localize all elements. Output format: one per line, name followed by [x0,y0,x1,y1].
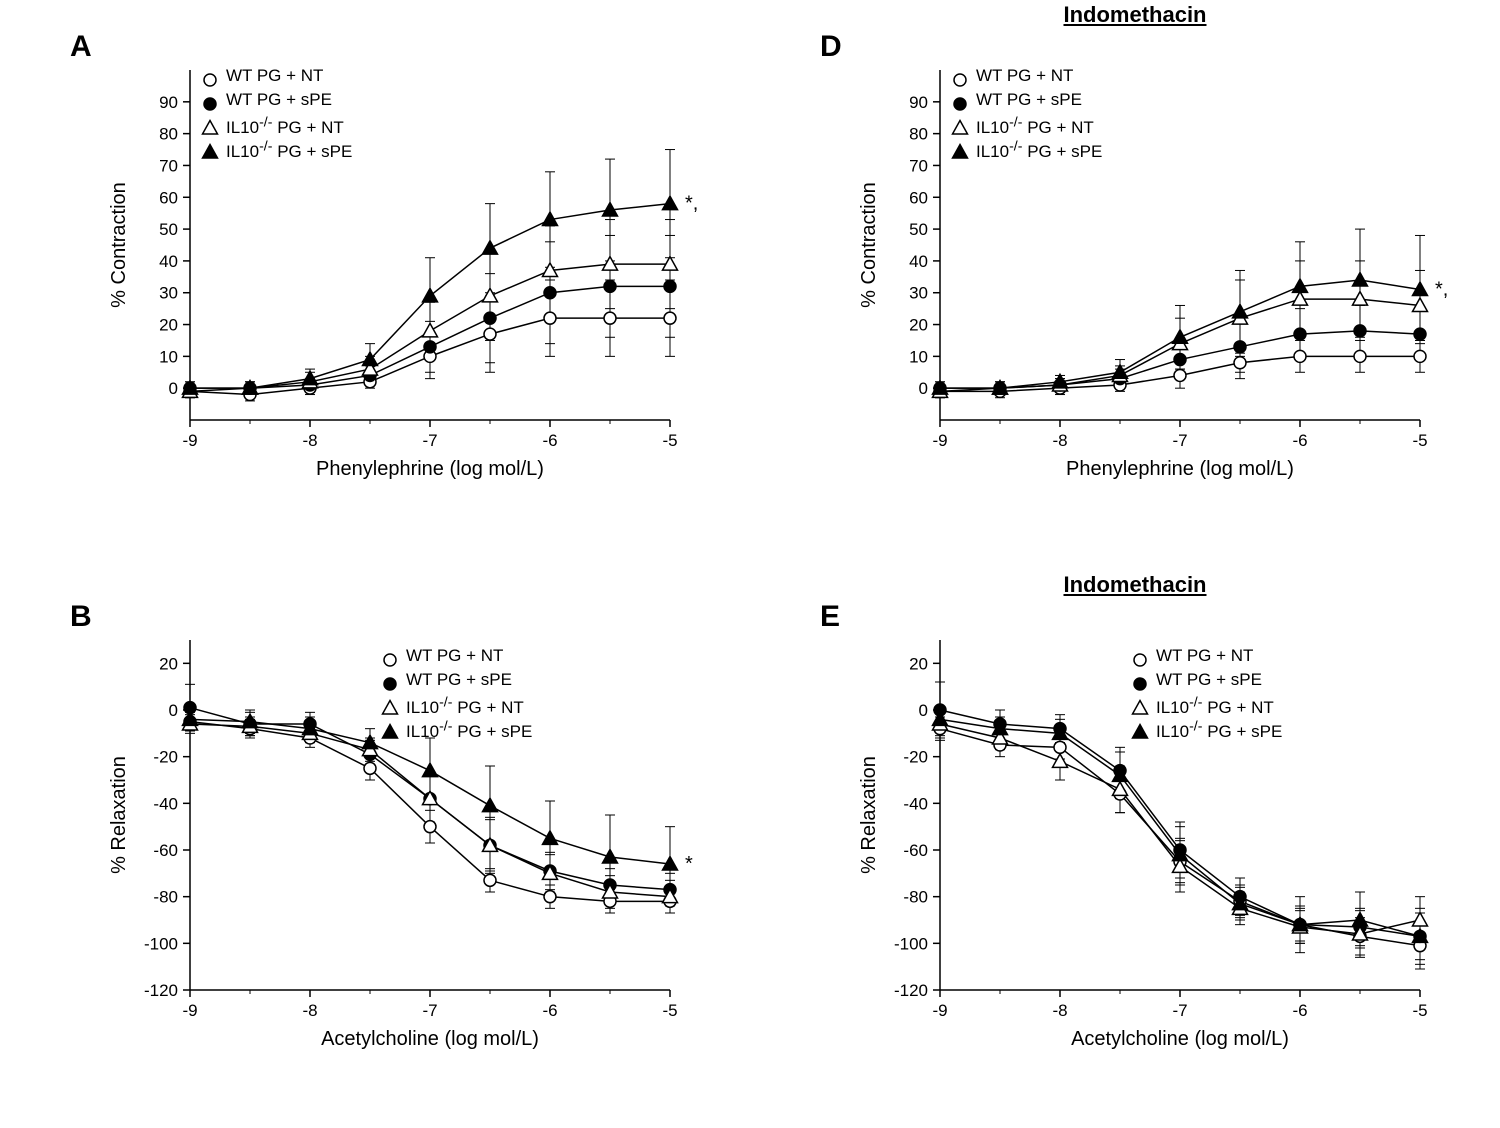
chart-A: 0 10 20 30 40 50 60 70 80 90 -9 -8 -7 -6 -5 Phenylephri… [70,30,700,500]
panel-letter-E: E [820,600,840,634]
legend-label-s1-B: WT PG + NT [406,646,503,665]
legend-label-s4-B: IL10-/- PG + sPE [406,722,532,741]
svg-text:-6: -6 [542,1001,557,1020]
panel-B: B -120 -100 -80 -60 -40 -20 0 20 -9 -8 -7 -6 -5 Acetyl… [70,600,700,1070]
svg-text:-9: -9 [182,431,197,450]
svg-text:-7: -7 [422,1001,437,1020]
svg-text:-80: -80 [903,888,928,907]
panel-D: DIndomethacin0102030405060708090-9-8-7-6… [820,30,1450,500]
xlabel-E: Acetylcholine (log mol/L) [1071,1028,1289,1050]
legend-label-s3-A: IL10-/- PG + NT [226,118,344,137]
xlabel-D: Phenylephrine (log mol/L) [1066,458,1294,480]
chart-D: 0 10 20 30 40 50 60 70 80 90 -9 -8 -7 -6 -5 Phenylephri… [820,30,1450,500]
svg-text:-40: -40 [153,794,178,813]
panel-title-D: Indomethacin [820,2,1450,28]
annotation-B: * [685,853,693,875]
svg-text:-100: -100 [894,934,928,953]
svg-text:90: 90 [909,93,928,112]
legend-label-s2-B: WT PG + sPE [406,670,512,689]
svg-text:-8: -8 [1052,431,1067,450]
panel-letter-B: B [70,600,92,634]
svg-text:-20: -20 [153,748,178,767]
legend-label-s4-A: IL10-/- PG + sPE [226,142,352,161]
svg-text:-5: -5 [1412,1001,1427,1020]
svg-text:-60: -60 [153,841,178,860]
ylabel-E: % Relaxation [858,756,880,874]
svg-text:-5: -5 [662,1001,677,1020]
svg-text:-8: -8 [302,1001,317,1020]
chart-B: -120 -100 -80 -60 -40 -20 0 20 -9 -8 -7 -6 -5 Acetylc… [70,600,700,1070]
svg-text:20: 20 [909,316,928,335]
svg-text:-6: -6 [542,431,557,450]
svg-text:30: 30 [909,284,928,303]
svg-text:70: 70 [159,156,178,175]
svg-text:-9: -9 [932,431,947,450]
legend-label-s4-E: IL10-/- PG + sPE [1156,722,1282,741]
ylabel-D: % Contraction [858,182,880,308]
svg-text:50: 50 [159,220,178,239]
legend-label-s2-D: WT PG + sPE [976,90,1082,109]
xlabel-A: Phenylephrine (log mol/L) [316,458,544,480]
svg-text:90: 90 [159,93,178,112]
legend-label-s1-D: WT PG + NT [976,66,1073,85]
panel-letter-D: D [820,30,842,64]
svg-text:0: 0 [919,701,928,720]
svg-text:-40: -40 [903,794,928,813]
svg-text:-5: -5 [1412,431,1427,450]
svg-text:-120: -120 [894,981,928,1000]
svg-text:-8: -8 [1052,1001,1067,1020]
svg-text:30: 30 [159,284,178,303]
svg-text:-9: -9 [932,1001,947,1020]
legend-label-s3-B: IL10-/- PG + NT [406,698,524,717]
panel-letter-A: A [70,30,92,64]
legend-label-s4-D: IL10-/- PG + sPE [976,142,1102,161]
svg-text:-20: -20 [903,748,928,767]
svg-text:-100: -100 [144,934,178,953]
panel-title-E: Indomethacin [820,572,1450,598]
svg-text:80: 80 [909,125,928,144]
svg-text:0: 0 [169,379,178,398]
annotation-D: *, # [1435,279,1450,301]
svg-text:-7: -7 [422,431,437,450]
panel-A: A 0 10 20 30 40 50 60 70 80 90 -9 -8 -7 -6 -5 Phenylephr… [70,30,700,500]
ylabel-B: % Relaxation [108,756,130,874]
svg-text:20: 20 [159,654,178,673]
svg-text:-6: -6 [1292,431,1307,450]
svg-text:-5: -5 [662,431,677,450]
svg-text:80: 80 [159,125,178,144]
svg-text:10: 10 [909,347,928,366]
svg-text:-80: -80 [153,888,178,907]
legend-label-s2-A: WT PG + sPE [226,90,332,109]
svg-text:20: 20 [159,316,178,335]
svg-text:60: 60 [909,188,928,207]
chart-E: -120 -100 -80 -60 -40 -20 0 20 -9 -8 -7 -6 -5 Acetylc… [820,600,1450,1070]
svg-text:-8: -8 [302,431,317,450]
legend-label-s1-E: WT PG + NT [1156,646,1253,665]
svg-text:0: 0 [169,701,178,720]
annotation-A: *, #, † [685,193,700,215]
svg-text:-60: -60 [903,841,928,860]
svg-text:20: 20 [909,654,928,673]
svg-text:-9: -9 [182,1001,197,1020]
svg-text:-7: -7 [1172,1001,1187,1020]
legend-label-s1-A: WT PG + NT [226,66,323,85]
legend-label-s3-E: IL10-/- PG + NT [1156,698,1274,717]
ylabel-A: % Contraction [108,182,130,308]
svg-text:-120: -120 [144,981,178,1000]
svg-text:70: 70 [909,156,928,175]
legend-label-s2-E: WT PG + sPE [1156,670,1262,689]
svg-text:-7: -7 [1172,431,1187,450]
panel-E: EIndomethacin-120-100-80-60-40-20020-9-8… [820,600,1450,1070]
svg-text:0: 0 [919,379,928,398]
legend-label-s3-D: IL10-/- PG + NT [976,118,1094,137]
svg-text:50: 50 [909,220,928,239]
svg-text:40: 40 [909,252,928,271]
figure-root: A 0 10 20 30 40 50 60 70 80 90 -9 -8 -7 -6 -5 Phenylephr… [0,0,1500,1128]
svg-text:60: 60 [159,188,178,207]
svg-text:-6: -6 [1292,1001,1307,1020]
svg-text:40: 40 [159,252,178,271]
svg-text:10: 10 [159,347,178,366]
xlabel-B: Acetylcholine (log mol/L) [321,1028,539,1050]
